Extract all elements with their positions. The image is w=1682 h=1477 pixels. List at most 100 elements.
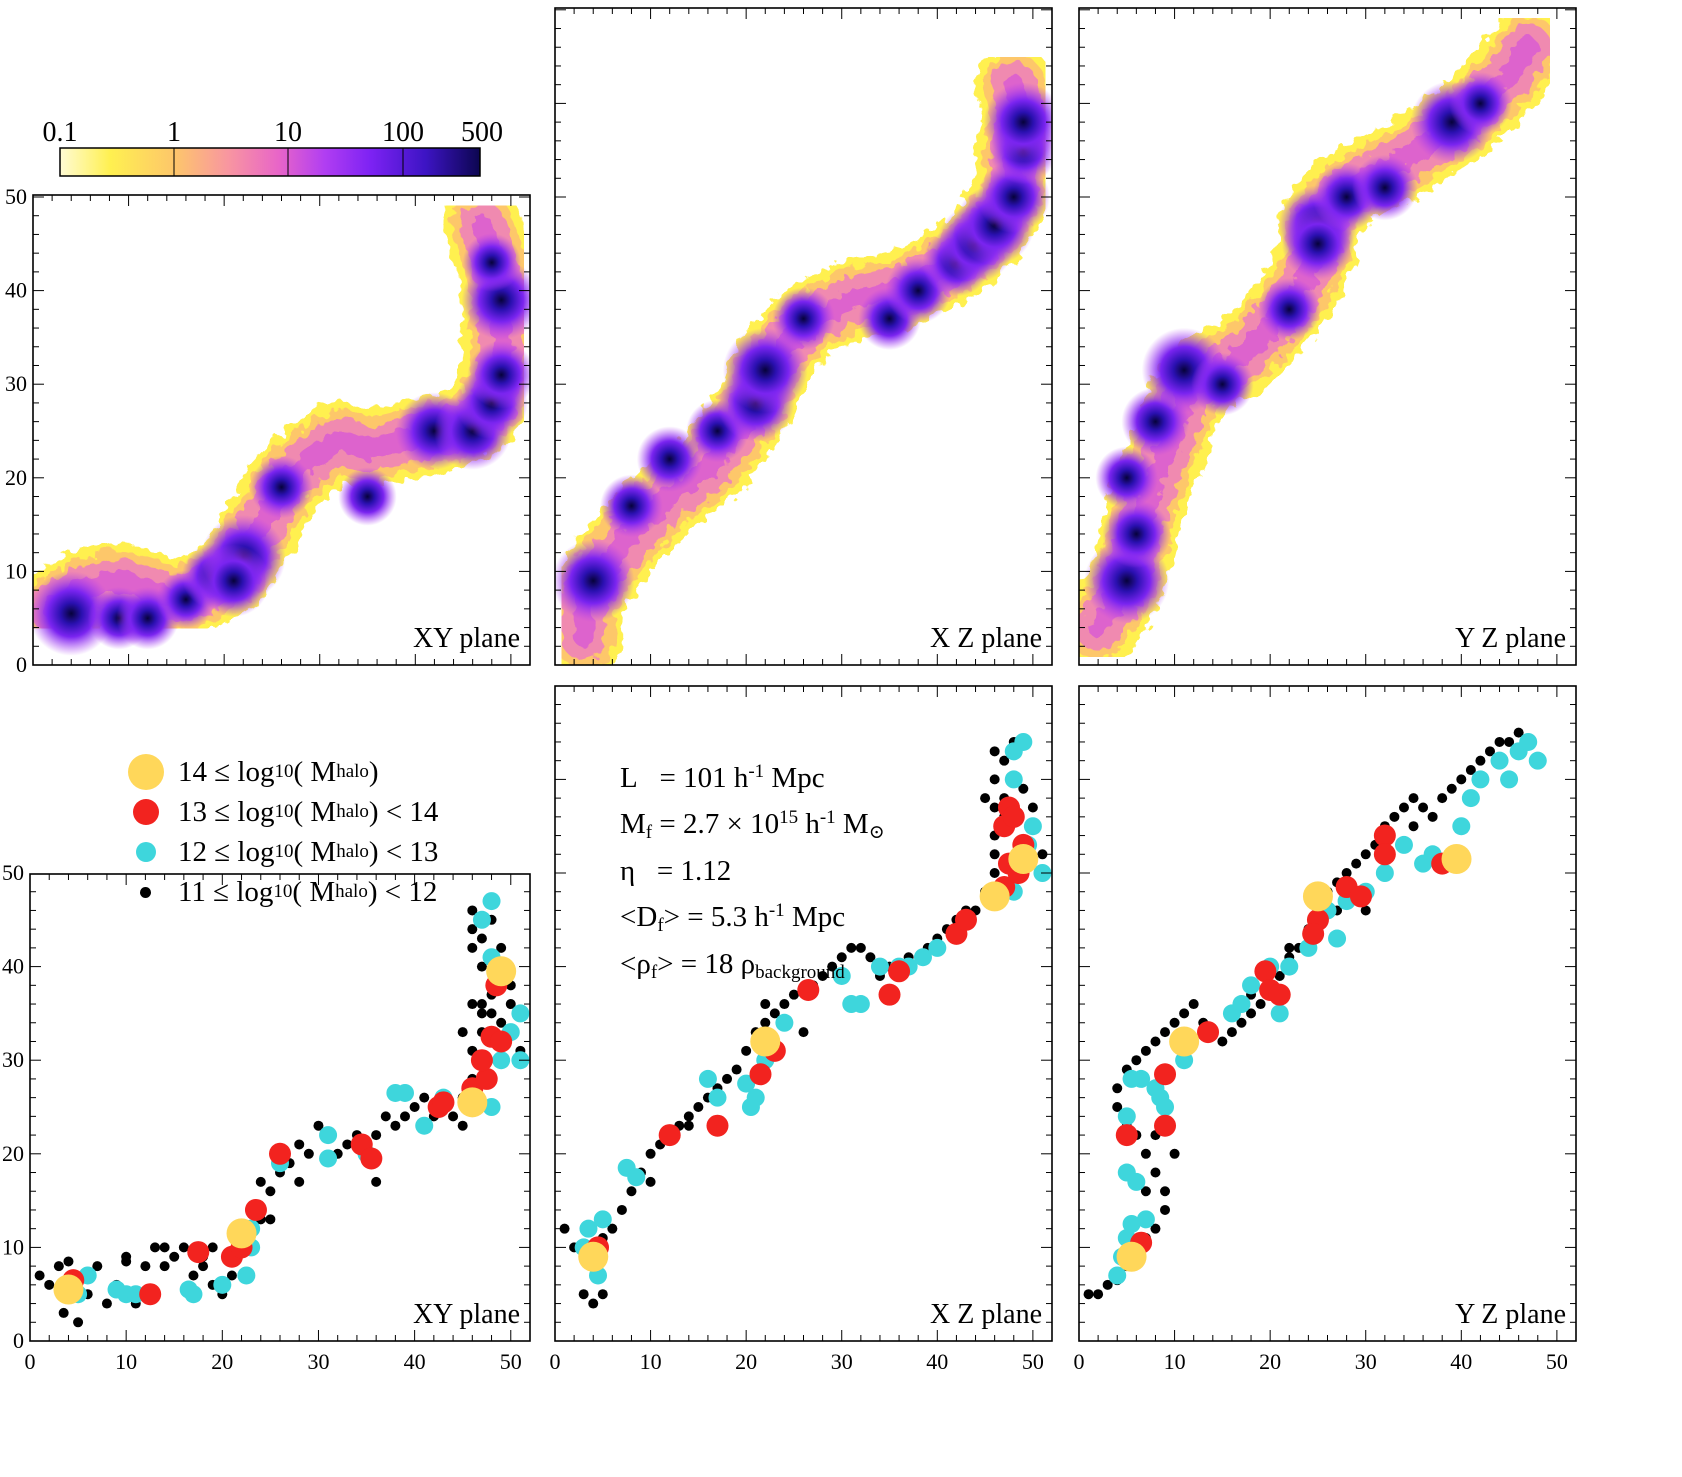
- x-tick-label: 40: [404, 1349, 426, 1374]
- halo-marker-12: [1108, 1266, 1127, 1285]
- density-peak: [462, 233, 521, 292]
- halo-marker-11: [1274, 970, 1285, 981]
- halo-marker-12: [1394, 835, 1413, 854]
- halo-marker-11: [380, 1111, 391, 1122]
- panel-bottom-middle: 0 10 20 30 40 50 X Z plane: [550, 685, 1053, 1374]
- halo-marker-12: [698, 1069, 717, 1088]
- halo-marker-11: [150, 1242, 160, 1253]
- halo-marker-14: [457, 1087, 488, 1118]
- halo-marker-12: [851, 995, 870, 1014]
- plot-frame: [29, 873, 531, 1342]
- halo-marker-11: [989, 868, 1000, 878]
- halo-marker-11: [616, 1204, 627, 1215]
- halo-marker-11: [467, 924, 478, 935]
- halo-marker-14: [1302, 881, 1333, 912]
- x-tick-label: 10: [1164, 1349, 1186, 1374]
- halo-marker-11: [1389, 811, 1400, 822]
- x-tick-label: 20: [211, 1349, 233, 1374]
- halo-marker-12: [1232, 995, 1251, 1014]
- y-tick-label: 20: [2, 1141, 24, 1166]
- halo-marker-11: [1513, 727, 1524, 738]
- density-peak: [338, 467, 397, 526]
- halo-marker-12: [319, 1149, 338, 1168]
- density-peak: [197, 544, 270, 617]
- halo-marker-11: [1226, 1027, 1237, 1038]
- halo-marker-11: [769, 1008, 780, 1019]
- panel-label: XY plane: [413, 623, 520, 654]
- halo-marker-11: [188, 1270, 199, 1281]
- halo-marker-12: [708, 1088, 727, 1107]
- density-peak: [1449, 72, 1512, 135]
- halo-marker-12: [472, 910, 491, 929]
- y-tick-label: 40: [2, 954, 24, 979]
- halo-marker-11: [1398, 802, 1409, 813]
- x-tick-label: 30: [1355, 1349, 1377, 1374]
- x-tick-label: 40: [1450, 1349, 1472, 1374]
- density-peak: [772, 287, 835, 351]
- halo-marker-11: [409, 1102, 420, 1112]
- halo-marker-11: [989, 849, 1000, 860]
- density-peak: [983, 82, 1052, 162]
- halo-marker-11: [1484, 746, 1495, 757]
- halo-marker-13: [706, 1114, 729, 1137]
- x-tick-label: 50: [500, 1349, 522, 1374]
- halo-marker-12: [1528, 751, 1547, 770]
- halo-marker-13: [1197, 1021, 1220, 1044]
- halo-marker-12: [928, 938, 947, 957]
- halo-marker-11: [121, 1256, 132, 1267]
- halo-marker-12: [415, 1116, 434, 1135]
- halo-marker-11: [827, 961, 838, 972]
- legend-marker-11: [140, 886, 151, 898]
- halo-marker-13: [658, 1124, 681, 1147]
- halo-marker-11: [1284, 942, 1295, 953]
- halo-marker-12: [213, 1275, 232, 1294]
- halo-marker-14: [578, 1241, 609, 1272]
- density-peak: [555, 539, 635, 622]
- halo-marker-11: [44, 1279, 55, 1290]
- halo-marker-12: [1328, 929, 1347, 948]
- density-peak: [467, 340, 530, 409]
- y-tick-label: 0: [13, 1328, 24, 1353]
- halo-marker-11: [313, 1120, 324, 1131]
- halo-marker-11: [578, 1289, 589, 1300]
- halo-marker-11: [1083, 1289, 1094, 1300]
- halo-marker-11: [1093, 1289, 1104, 1300]
- halo-marker-11: [836, 952, 847, 963]
- param-diameter: <Df> = 5.3 h-1 Mpc: [620, 900, 846, 936]
- halo-marker-11: [1179, 1008, 1190, 1019]
- halo-marker-13: [187, 1241, 210, 1264]
- halo-marker-11: [467, 942, 478, 953]
- colorbar-tick: 500: [461, 117, 503, 148]
- y-tick-label: 50: [2, 860, 24, 885]
- halo-marker-13: [1154, 1114, 1177, 1137]
- halo-marker-13: [1373, 824, 1396, 847]
- colorbar-gradient: [59, 147, 481, 177]
- halo-marker-11: [265, 1186, 276, 1197]
- halo-marker-11: [159, 1261, 170, 1272]
- halo-marker-13: [797, 979, 820, 1001]
- halo-marker-11: [559, 1223, 570, 1234]
- y-tick-label: 30: [2, 1047, 24, 1072]
- halo-marker-12: [1452, 817, 1471, 836]
- y-tick-label: 30: [5, 371, 27, 396]
- halo-marker-11: [1351, 858, 1362, 869]
- halo-marker-11: [645, 1176, 656, 1187]
- halo-marker-11: [101, 1298, 112, 1309]
- halo-marker-11: [980, 793, 991, 804]
- halo-marker-11: [486, 1008, 497, 1019]
- halo-marker-11: [178, 1242, 189, 1253]
- panel-label: XY plane: [413, 1299, 520, 1330]
- halo-marker-11: [798, 1027, 809, 1038]
- halo-marker-11: [1217, 1036, 1228, 1047]
- halo-marker-13: [749, 1063, 772, 1086]
- halo-marker-11: [1408, 821, 1419, 832]
- halo-marker-13: [1302, 922, 1325, 945]
- density-peak: [1352, 154, 1418, 221]
- halo-marker-11: [597, 1289, 608, 1300]
- halo-marker-11: [1102, 1279, 1113, 1290]
- halo-marker-11: [779, 999, 790, 1010]
